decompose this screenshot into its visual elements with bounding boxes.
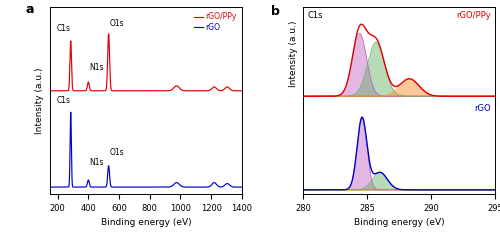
Legend: rGO/PPy, rGO: rGO/PPy, rGO <box>192 11 238 33</box>
Text: rGO/PPy: rGO/PPy <box>456 11 491 19</box>
rGO <box>56 186 62 189</box>
Text: b: b <box>270 5 280 18</box>
Text: O1s: O1s <box>110 148 124 157</box>
X-axis label: Binding energy (eV): Binding energy (eV) <box>100 219 191 227</box>
X-axis label: Binding energy (eV): Binding energy (eV) <box>354 219 444 227</box>
Text: rGO: rGO <box>474 104 491 113</box>
rGO <box>189 186 195 189</box>
rGO/PPy <box>47 89 53 92</box>
rGO <box>47 186 53 189</box>
rGO <box>200 186 205 189</box>
rGO/PPy <box>169 88 175 91</box>
Text: C1s: C1s <box>56 96 70 105</box>
Y-axis label: Intensity (a.u.): Intensity (a.u.) <box>288 21 298 87</box>
Line: rGO/PPy: rGO/PPy <box>50 34 242 91</box>
Text: N1s: N1s <box>90 63 104 72</box>
Text: N1s: N1s <box>90 157 104 167</box>
rGO/PPy <box>189 89 195 92</box>
rGO <box>68 111 73 114</box>
Text: C1s: C1s <box>307 11 322 19</box>
rGO <box>169 185 175 187</box>
rGO/PPy <box>160 89 166 92</box>
Y-axis label: Intensity (a.u.): Intensity (a.u.) <box>36 67 44 134</box>
rGO/PPy <box>239 89 245 92</box>
Line: rGO: rGO <box>50 112 242 187</box>
Text: C1s: C1s <box>56 24 70 33</box>
rGO <box>239 186 245 189</box>
rGO <box>116 186 122 189</box>
Text: a: a <box>25 3 34 16</box>
Text: O1s: O1s <box>110 18 124 28</box>
rGO/PPy <box>106 32 112 35</box>
rGO <box>160 186 166 189</box>
rGO/PPy <box>56 89 62 92</box>
rGO/PPy <box>116 89 122 92</box>
rGO/PPy <box>200 89 205 92</box>
